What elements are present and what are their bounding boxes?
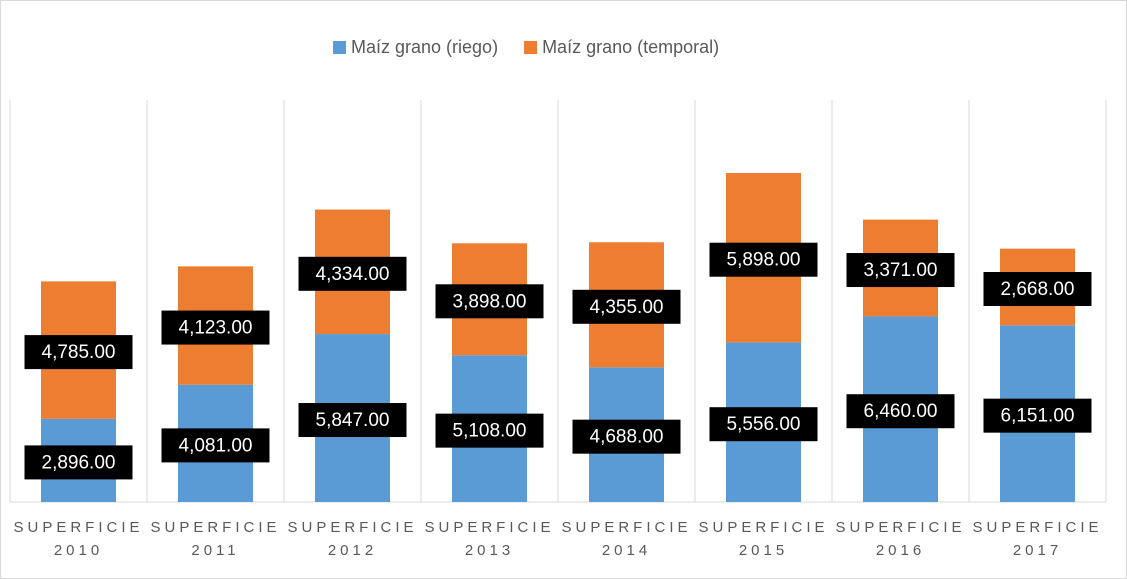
x-tick-label: SUPERFICIE 2015 bbox=[698, 519, 829, 559]
data-label: 4,785.00 bbox=[42, 342, 116, 363]
data-label: 5,898.00 bbox=[727, 250, 801, 271]
data-label-box bbox=[572, 289, 681, 324]
data-label: 5,847.00 bbox=[316, 410, 390, 431]
x-tick-label: SUPERFICIE 2016 bbox=[835, 519, 966, 559]
data-label: 2,668.00 bbox=[1001, 279, 1075, 300]
data-label: 6,151.00 bbox=[1001, 406, 1075, 427]
legend-label: Maíz grano (temporal) bbox=[542, 37, 719, 57]
x-tick-label: SUPERFICIE 2014 bbox=[561, 519, 692, 559]
data-label-box bbox=[24, 335, 133, 370]
x-tick-label: SUPERFICIE 2010 bbox=[13, 519, 144, 559]
data-label: 4,688.00 bbox=[590, 427, 664, 448]
data-label: 2,896.00 bbox=[42, 452, 116, 473]
data-label: 3,898.00 bbox=[453, 291, 527, 312]
data-label: 4,355.00 bbox=[590, 297, 664, 318]
legend-swatch bbox=[333, 41, 346, 54]
x-tick-label: SUPERFICIE 2013 bbox=[424, 519, 555, 559]
data-label-box bbox=[983, 398, 1092, 433]
data-label-box bbox=[846, 394, 955, 429]
data-label: 3,371.00 bbox=[864, 260, 938, 281]
data-label: 6,460.00 bbox=[864, 401, 938, 422]
data-label: 5,556.00 bbox=[727, 414, 801, 435]
data-label-box bbox=[161, 428, 270, 463]
data-label-box bbox=[435, 413, 544, 448]
legend-swatch bbox=[524, 41, 538, 54]
data-label: 4,123.00 bbox=[179, 318, 253, 339]
data-label-box bbox=[709, 242, 818, 277]
x-tick-label: SUPERFICIE 2017 bbox=[972, 519, 1103, 559]
data-label-box bbox=[983, 272, 1092, 307]
data-label: 5,108.00 bbox=[453, 421, 527, 442]
data-label-box bbox=[709, 407, 818, 442]
x-tick-label: SUPERFICIE 2012 bbox=[287, 519, 418, 559]
legend-label: Maíz grano (riego) bbox=[351, 37, 498, 57]
data-label-box bbox=[298, 256, 407, 291]
x-tick-label: SUPERFICIE 2011 bbox=[150, 519, 281, 559]
data-label-box bbox=[435, 284, 544, 319]
data-label-box bbox=[298, 403, 407, 438]
data-label-box bbox=[572, 419, 681, 454]
data-label: 4,334.00 bbox=[316, 264, 390, 285]
data-label: 4,081.00 bbox=[179, 435, 253, 456]
data-label-box bbox=[24, 445, 133, 480]
data-label-box bbox=[161, 310, 270, 345]
data-label-box bbox=[846, 253, 955, 288]
